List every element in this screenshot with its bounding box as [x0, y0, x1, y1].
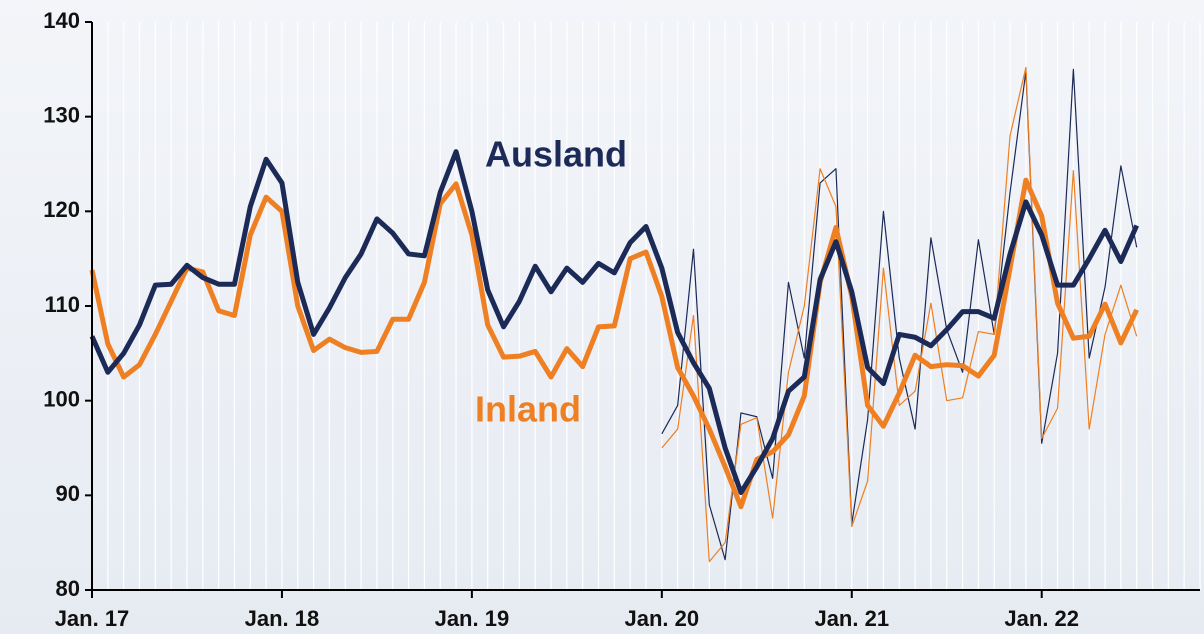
series-label: Inland [475, 389, 581, 430]
series-line [661, 66, 1138, 563]
y-tick-label: 80 [56, 576, 80, 601]
x-tick-label: Jan. 17 [55, 606, 130, 631]
lines [89, 66, 1139, 563]
y-tick-label: 140 [43, 8, 80, 33]
y-tick-label: 130 [43, 102, 80, 127]
axes: 80 90 100 110 120 130 140 Jan. 17 Jan. 18 Jan. 19… [43, 8, 1200, 631]
series-line [89, 177, 1139, 510]
series-line [89, 149, 1139, 495]
x-tick-label: Jan. 20 [625, 606, 700, 631]
x-tick-label: Jan. 22 [1004, 606, 1079, 631]
y-tick-label: 90 [56, 481, 80, 506]
y-tick-label: 100 [43, 386, 80, 411]
series-label: Ausland [485, 134, 627, 175]
series-line [661, 68, 1138, 561]
x-tick-label: Jan. 21 [814, 606, 889, 631]
y-tick-label: 110 [45, 292, 81, 317]
y-tick-label: 120 [43, 197, 80, 222]
x-tick-label: Jan. 18 [245, 606, 320, 631]
x-tick-label: Jan. 19 [435, 606, 510, 631]
